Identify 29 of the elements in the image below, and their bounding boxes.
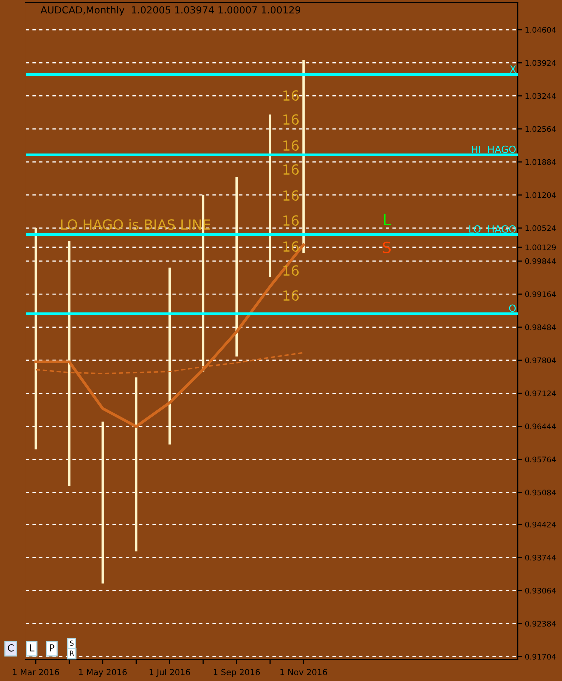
x-tick-label: 1 Sep 2016: [214, 669, 260, 678]
ref-line-label: HI HAGO: [472, 146, 516, 154]
text: C: [8, 644, 14, 652]
x-tick-label: 1 May 2016: [79, 669, 127, 678]
annotation: 16: [284, 290, 299, 302]
annotation: 16: [284, 242, 299, 252]
annotation: 16: [284, 114, 299, 126]
annotation: 16: [284, 190, 299, 202]
text: S: [383, 242, 391, 254]
ref-line-label: O: [509, 304, 516, 312]
line-series: [34, 244, 306, 428]
annotation: P: [50, 644, 55, 652]
annotation: 16: [284, 90, 299, 102]
bar: [236, 176, 238, 357]
ref-line-label: LO HAGO: [470, 226, 516, 233]
x-tick-label: 1 Nov 2016: [280, 669, 328, 676]
text: L: [384, 214, 392, 226]
bar: [168, 268, 172, 445]
annotation: 16: [284, 164, 299, 176]
bar: [269, 114, 272, 278]
bar: [302, 60, 305, 254]
annotation: 16: [284, 266, 299, 276]
x-tick-label: 1 Jul 2016: [150, 669, 190, 678]
ref-line-label: X: [510, 66, 516, 73]
annotation: 16: [284, 140, 299, 152]
chart-title: AUDCAD,Monthly 1.02005 1.03974 1.00007 1.00129: [40, 6, 301, 16]
annotation: L: [30, 644, 35, 652]
x-tick-label: 1 Mar 2016: [13, 669, 60, 676]
annotation: 16: [284, 216, 299, 226]
